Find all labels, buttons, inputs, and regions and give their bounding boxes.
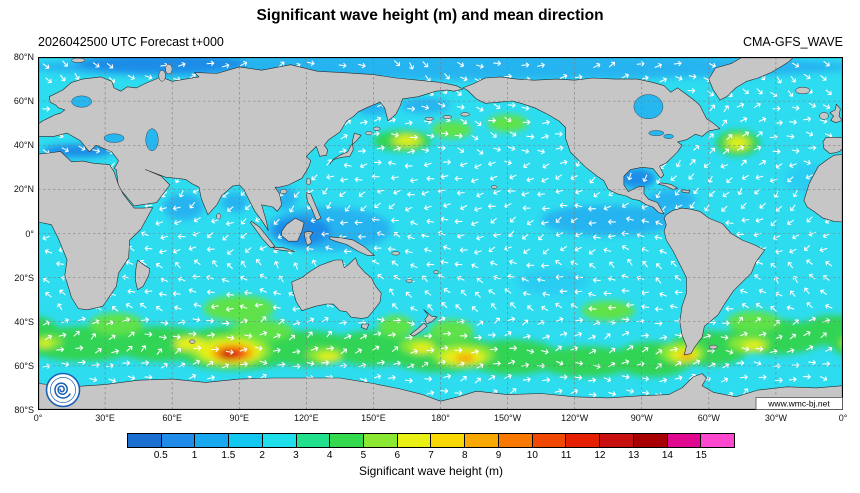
cma-logo-icon xyxy=(45,372,81,408)
colorbar-tick-label: 9 xyxy=(495,450,502,461)
colorbar-tick-label: 5 xyxy=(360,450,367,461)
colorbar-cell xyxy=(128,434,162,447)
colorbar-cell xyxy=(701,434,734,447)
lat-tick-label: 40°N xyxy=(13,140,34,151)
lat-tick-label: 0° xyxy=(25,228,34,239)
colorbar-tick-label: 6 xyxy=(394,450,400,461)
colorbar-tick-label: 1.5 xyxy=(221,450,236,461)
colorbar-tick-label: 8 xyxy=(461,450,468,461)
colorbar-tick-label: 3 xyxy=(293,450,299,461)
colorbar-cell xyxy=(465,434,499,447)
lon-tick-label: 30°E xyxy=(95,413,115,423)
colorbar-tick-label: 14 xyxy=(661,450,673,461)
colorbar-cell xyxy=(296,434,331,447)
colorbar-cell xyxy=(330,434,365,447)
colorbar-tick-label: 2 xyxy=(259,450,265,461)
lon-tick-label: 150°W xyxy=(494,413,522,423)
lon-tick-label: 180° xyxy=(431,413,450,423)
colorbar-tick-label: 4 xyxy=(326,450,333,461)
colorbar-tick-label: 7 xyxy=(428,450,434,461)
colorbar-tick-label: 0.5 xyxy=(153,450,168,461)
colorbar-cell xyxy=(195,434,230,447)
colorbar-cell xyxy=(498,434,533,447)
colorbar-tick-label: 10 xyxy=(526,450,538,461)
lon-tick-label: 60°E xyxy=(162,413,182,423)
lat-tick-label: 20°S xyxy=(14,272,34,283)
colorbar-cell xyxy=(431,434,466,447)
forecast-time-label: 2026042500 UTC Forecast t+000 xyxy=(38,35,224,49)
colorbar xyxy=(127,433,735,448)
lon-tick-label: 150°E xyxy=(361,413,386,423)
watermark-text: www.wmc-bj.net xyxy=(767,399,830,409)
lat-tick-label: 60°N xyxy=(13,96,34,107)
graticule xyxy=(38,57,843,410)
colorbar-cell xyxy=(397,434,432,447)
lon-tick-label: 0° xyxy=(838,413,848,423)
lat-tick-label: 80°N xyxy=(13,52,34,62)
colorbar-tick-label: 15 xyxy=(695,450,707,461)
world-map: www.wmc-bj.net xyxy=(38,57,843,410)
lon-tick-label: 0° xyxy=(33,413,43,423)
spiral-glyph xyxy=(54,382,71,399)
lat-tick-label: 60°S xyxy=(14,360,34,371)
lat-tick-label: 40°S xyxy=(14,316,34,327)
map-plot: www.wmc-bj.net xyxy=(38,57,843,410)
model-name-label: CMA-GFS_WAVE xyxy=(742,35,843,49)
colorbar-cell xyxy=(262,434,297,447)
colorbar-tick-label: 1 xyxy=(191,450,198,461)
lat-tick-label: 20°N xyxy=(13,184,34,195)
colorbar-cell xyxy=(161,434,196,447)
wave-direction-arrows xyxy=(42,60,833,398)
lon-tick-label: 120°E xyxy=(294,413,319,423)
colorbar-cell xyxy=(532,434,567,447)
lon-tick-label: 120°W xyxy=(561,413,589,423)
lon-tick-label: 60°W xyxy=(697,413,720,423)
colorbar-tick-label: 13 xyxy=(628,450,640,461)
watermark-box: www.wmc-bj.net xyxy=(755,397,843,410)
lat-tick-label: 80°S xyxy=(14,405,34,415)
colorbar-cell xyxy=(633,434,668,447)
colorbar-cell xyxy=(600,434,634,447)
chart-title: Significant wave height (m) and mean dir… xyxy=(256,7,604,24)
colorbar-cell xyxy=(229,434,263,447)
lon-tick-label: 90°W xyxy=(630,413,653,423)
map-frame xyxy=(38,57,843,410)
colorbar-cell xyxy=(667,434,702,447)
lon-tick-label: 30°W xyxy=(764,413,787,423)
colorbar-label: Significant wave height (m) xyxy=(358,464,504,478)
colorbar-cell xyxy=(566,434,601,447)
lon-tick-label: 90°E xyxy=(229,413,250,423)
colorbar-cell xyxy=(364,434,398,447)
colorbar-tick-label: 12 xyxy=(594,450,606,461)
colorbar-tick-label: 11 xyxy=(560,450,572,461)
